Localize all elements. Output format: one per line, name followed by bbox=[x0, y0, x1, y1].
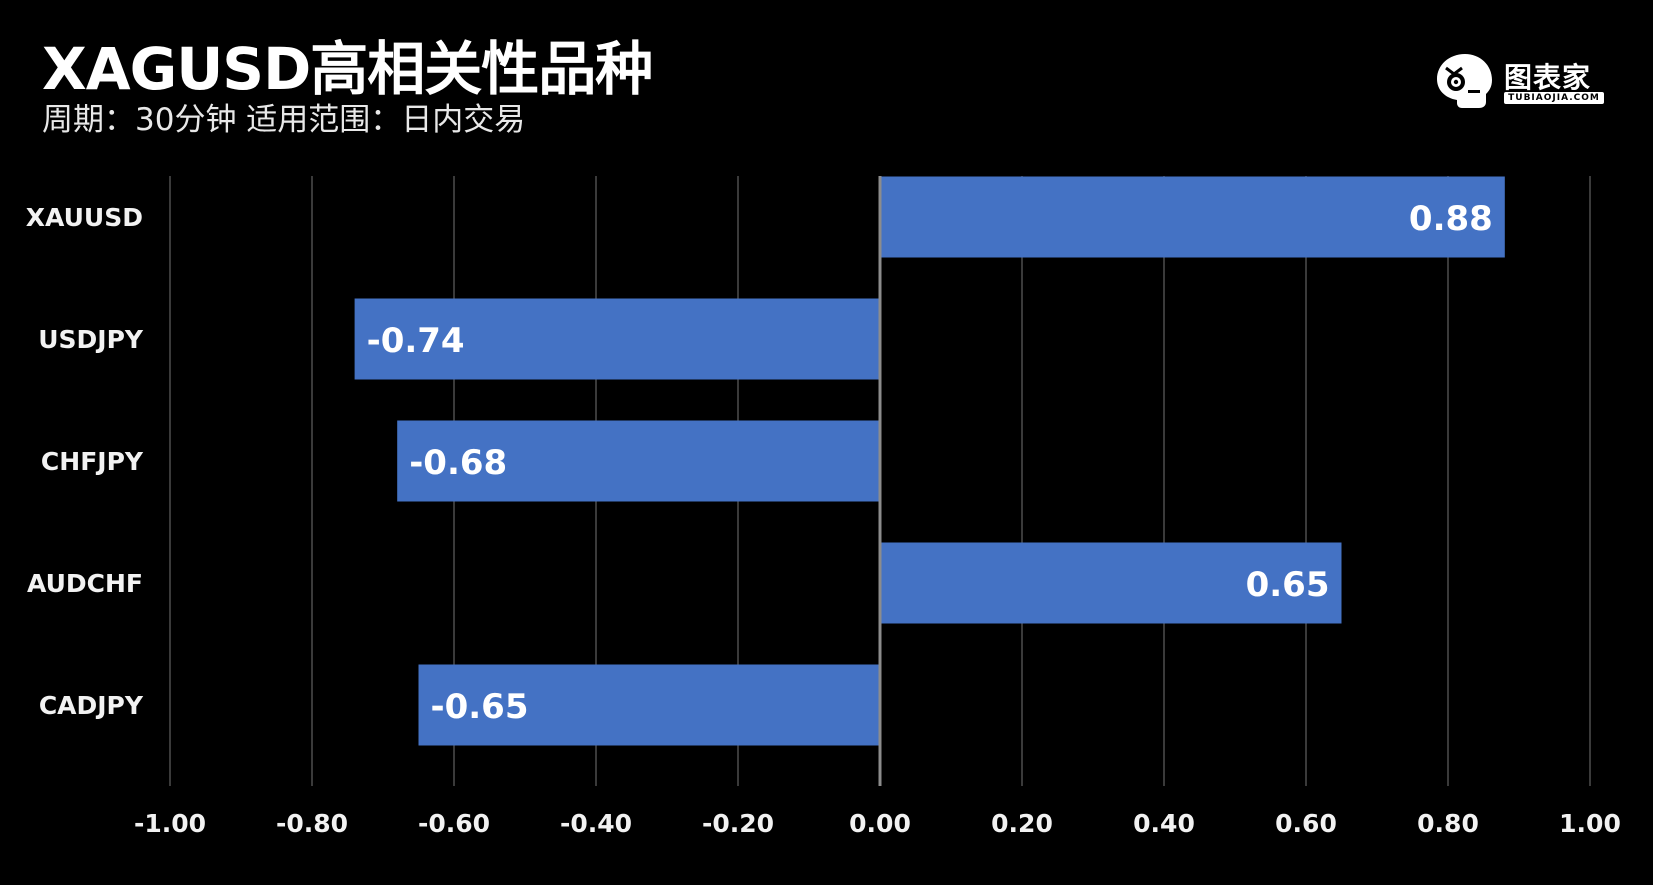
category-label: XAUUSD bbox=[26, 203, 143, 232]
robot-head-icon bbox=[1437, 54, 1492, 108]
data-label: -0.74 bbox=[367, 321, 465, 361]
bar bbox=[880, 176, 1505, 258]
category-label: AUDCHF bbox=[27, 569, 143, 598]
logo-text: 图表家 bbox=[1504, 61, 1592, 94]
x-tick-label: -0.60 bbox=[418, 809, 490, 838]
data-label: 0.88 bbox=[1409, 199, 1493, 239]
x-tick-label: 0.00 bbox=[849, 809, 911, 838]
chart-title: XAGUSD高相关性品种 bbox=[42, 35, 653, 103]
data-label: -0.65 bbox=[431, 687, 529, 727]
bar bbox=[880, 542, 1342, 624]
data-label: 0.65 bbox=[1246, 565, 1330, 605]
brand-logo: 图表家 TUBIAOJIA.COM bbox=[1432, 50, 1607, 112]
x-tick-label: 0.60 bbox=[1275, 809, 1337, 838]
logo-subtext: TUBIAOJIA.COM bbox=[1504, 92, 1604, 104]
category-label: CADJPY bbox=[39, 691, 144, 720]
x-tick-label: 0.80 bbox=[1417, 809, 1479, 838]
x-tick-label: -0.20 bbox=[702, 809, 774, 838]
data-label: -0.68 bbox=[409, 443, 507, 483]
x-tick-label: 0.40 bbox=[1133, 809, 1195, 838]
x-tick-label: 0.20 bbox=[991, 809, 1053, 838]
x-tick-label: -0.40 bbox=[560, 809, 632, 838]
category-label: CHFJPY bbox=[41, 447, 144, 476]
x-tick-label: -0.80 bbox=[276, 809, 348, 838]
chart-subtitle: 周期：30分钟 适用范围：日内交易 bbox=[42, 102, 526, 138]
x-tick-label: 1.00 bbox=[1559, 809, 1621, 838]
category-label: USDJPY bbox=[38, 325, 144, 354]
bar bbox=[418, 664, 880, 746]
bar bbox=[354, 298, 881, 380]
x-tick-label: -1.00 bbox=[134, 809, 206, 838]
bar bbox=[397, 420, 880, 502]
